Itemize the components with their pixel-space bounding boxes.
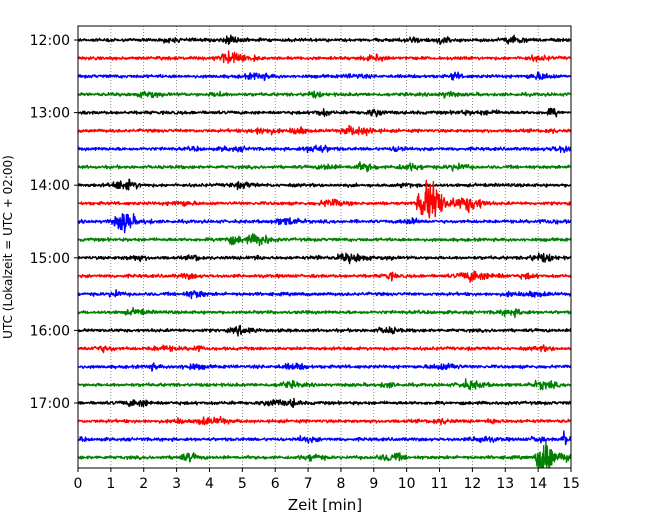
grid-lines	[110, 26, 539, 468]
seismogram-trace	[78, 378, 571, 391]
y-tick-label: 17:00	[30, 396, 70, 412]
seismogram-trace	[78, 50, 571, 64]
seismogram-trace	[78, 107, 571, 118]
plot-frame	[77, 25, 572, 469]
x-tick-label: 7	[304, 476, 313, 492]
seismogram-trace	[78, 362, 571, 372]
x-tick-label: 6	[271, 476, 280, 492]
y-axis-label: UTC (Lokalzeit = UTC + 02:00)	[1, 155, 15, 339]
seismogram-trace	[78, 324, 571, 337]
x-tick-label: 3	[172, 476, 181, 492]
seismogram-trace	[78, 252, 571, 265]
x-tick-label: 10	[398, 476, 416, 492]
seismogram-trace	[78, 71, 571, 82]
x-tick-label: 14	[529, 476, 547, 492]
seismogram-trace	[78, 124, 571, 137]
y-tick-label: 12:00	[30, 33, 70, 49]
x-tick-label: 0	[74, 476, 83, 492]
seismogram-trace	[78, 179, 571, 219]
x-tick-label: 4	[205, 476, 214, 492]
x-tick-label: 11	[431, 476, 449, 492]
x-tick-label: 2	[139, 476, 148, 492]
seismogram-trace	[78, 288, 571, 300]
x-tick-label: 12	[463, 476, 481, 492]
x-tick-label: 9	[369, 476, 378, 492]
seismogram-trace	[78, 144, 571, 154]
x-tick-label: 1	[106, 476, 115, 492]
seismogram-trace	[78, 233, 571, 247]
x-axis-ticks: 0 1 2 3 4 5 6 7 8 9 10 11 12 13 14 15	[74, 468, 580, 492]
y-tick-label: 14:00	[30, 178, 70, 194]
seismogram-trace	[78, 213, 571, 234]
seismogram-trace	[78, 90, 571, 99]
y-tick-label: 16:00	[30, 323, 70, 339]
x-tick-label: 5	[238, 476, 247, 492]
seismogram-traces	[78, 34, 571, 468]
seismogram-trace	[78, 161, 571, 173]
seismogram-trace	[78, 430, 571, 446]
x-axis-label: Zeit [min]	[288, 496, 362, 514]
seismogram-trace	[78, 178, 571, 191]
y-axis-ticks: 12:00 13:00 14:00 15:00 16:00 17:00	[30, 33, 78, 412]
x-tick-label: 15	[562, 476, 580, 492]
seismogram-trace	[78, 397, 571, 409]
seismogram-trace	[78, 306, 571, 319]
seismogram-trace	[78, 270, 571, 283]
seismogram-trace	[78, 415, 571, 426]
seismogram-trace	[78, 441, 571, 468]
y-tick-label: 13:00	[30, 106, 70, 122]
seismogram-trace	[78, 34, 571, 46]
y-tick-label: 15:00	[30, 251, 70, 267]
seismogram-trace	[78, 344, 571, 354]
x-tick-label: 8	[336, 476, 345, 492]
x-tick-label: 13	[496, 476, 514, 492]
